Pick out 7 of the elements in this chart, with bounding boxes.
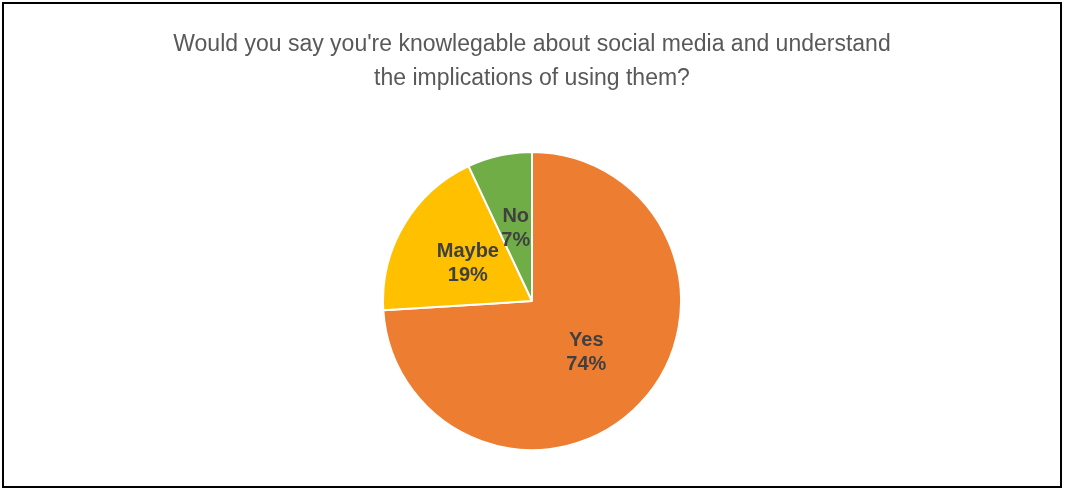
data-label: 7% [501, 227, 531, 250]
data-label: 74% [566, 351, 607, 374]
slice-label: Yes [569, 327, 604, 350]
slice-label: No [502, 203, 530, 226]
slice-label: Maybe [436, 238, 499, 261]
chart-title: Would you say you're knowlegable about social media and understand the implications of using them? [172, 29, 892, 92]
data-label: 19% [447, 262, 489, 285]
